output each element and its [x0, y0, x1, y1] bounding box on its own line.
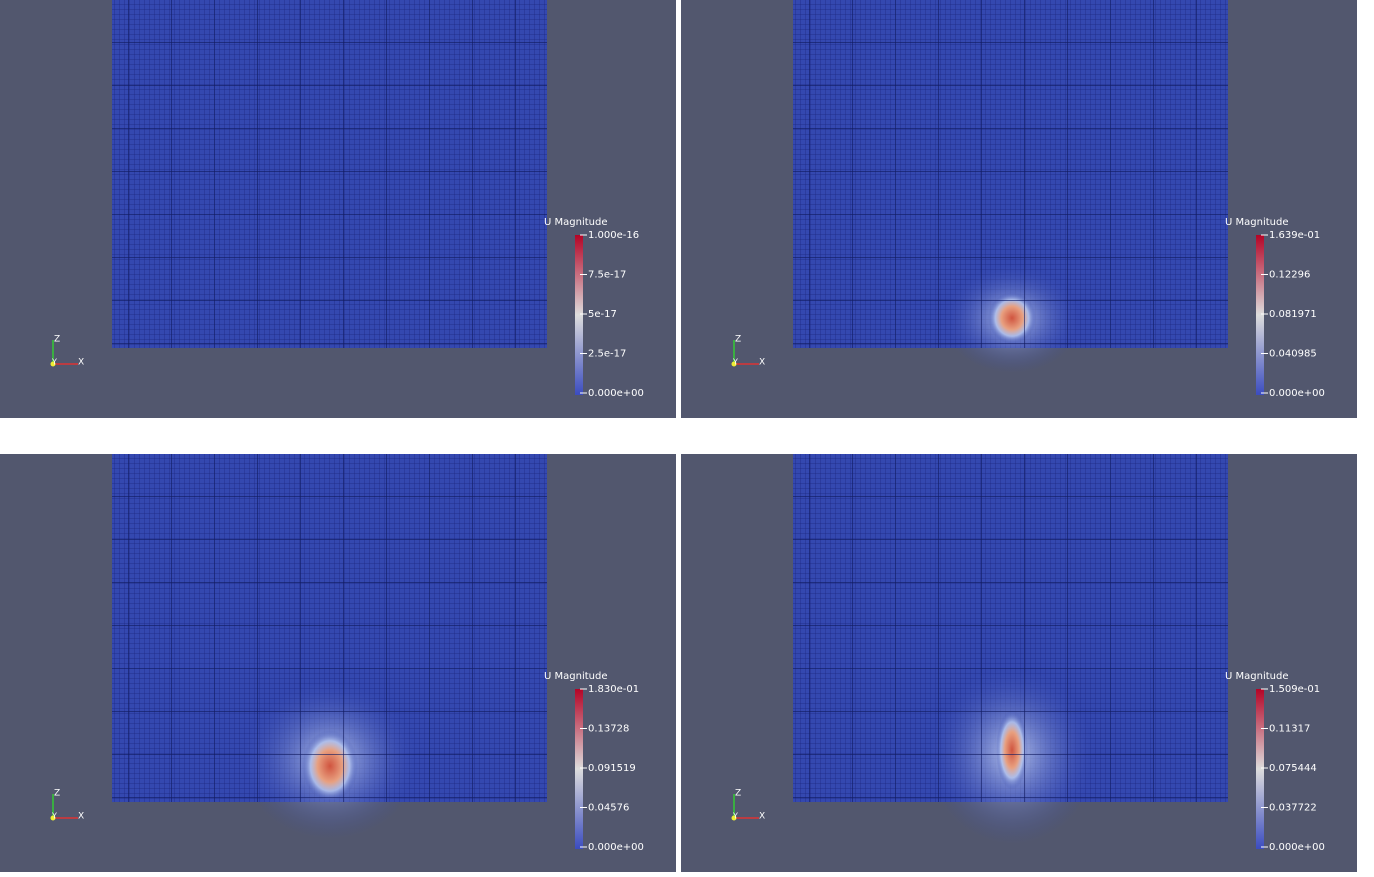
axis-x-label: X: [78, 358, 84, 368]
screenshot: U Magnitude 1.000e-16 7.5e-17 5e-17 2.5e-17 0…: [0, 0, 1374, 877]
axis-y-label: Y: [732, 812, 738, 821]
colorbar-label: 1.639e-01: [1269, 230, 1320, 241]
colorbar-label: 0.037722: [1269, 803, 1317, 814]
colorbar-label: 7.5e-17: [588, 270, 626, 281]
axis-z-label: Z: [54, 335, 60, 345]
colorbar-label: 0.081971: [1269, 309, 1317, 320]
mesh-coarse-lines: [112, 0, 547, 348]
colorbar-label: 0.04576: [588, 803, 629, 814]
axis-y-label: Y: [51, 812, 57, 821]
colorbar: [1256, 689, 1264, 849]
colorbar-label: 0.11317: [1269, 724, 1310, 735]
colorbar-title: U Magnitude: [544, 671, 607, 682]
axis-x-label: X: [759, 812, 765, 822]
mesh-coarse-lines: [793, 454, 1228, 802]
colorbar-label: 5e-17: [588, 309, 617, 320]
colorbar-label: 1.830e-01: [588, 684, 639, 695]
colorbar-label: 0.000e+00: [1269, 388, 1325, 399]
colorbar: [575, 689, 583, 849]
axis-z-label: Z: [735, 335, 741, 345]
colorbar-title: U Magnitude: [544, 217, 607, 228]
colorbar-label: 1.509e-01: [1269, 684, 1320, 695]
colorbar-label: 1.000e-16: [588, 230, 639, 241]
colorbar-label: 2.5e-17: [588, 349, 626, 360]
colorbar-title: U Magnitude: [1225, 671, 1288, 682]
colorbar-label: 0.12296: [1269, 270, 1310, 281]
render-view: U Magnitude 1.639e-01 0.12296 0.081971 0.040…: [681, 0, 1357, 418]
colorbar-label: 0.000e+00: [1269, 842, 1325, 853]
colorbar-label: 0.13728: [588, 724, 629, 735]
render-view: U Magnitude 1.509e-01 0.11317 0.075444 0.037…: [681, 454, 1357, 872]
mesh-coarse-lines: [793, 0, 1228, 348]
axis-z-label: Z: [54, 789, 60, 799]
axis-x-label: X: [78, 812, 84, 822]
mesh-coarse-lines: [112, 454, 547, 802]
colorbar: [575, 235, 583, 395]
colorbar: [1256, 235, 1264, 395]
axis-y-label: Y: [51, 358, 57, 367]
render-view: U Magnitude 1.000e-16 7.5e-17 5e-17 2.5e-17 0…: [0, 0, 676, 418]
colorbar-label: 0.091519: [588, 763, 636, 774]
axis-z-label: Z: [735, 789, 741, 799]
colorbar-title: U Magnitude: [1225, 217, 1288, 228]
colorbar-label: 0.075444: [1269, 763, 1317, 774]
colorbar-label: 0.040985: [1269, 349, 1317, 360]
render-view: U Magnitude 1.830e-01 0.13728 0.091519 0.045…: [0, 454, 676, 872]
axis-x-label: X: [759, 358, 765, 368]
axis-y-label: Y: [732, 358, 738, 367]
colorbar-label: 0.000e+00: [588, 842, 644, 853]
colorbar-label: 0.000e+00: [588, 388, 644, 399]
